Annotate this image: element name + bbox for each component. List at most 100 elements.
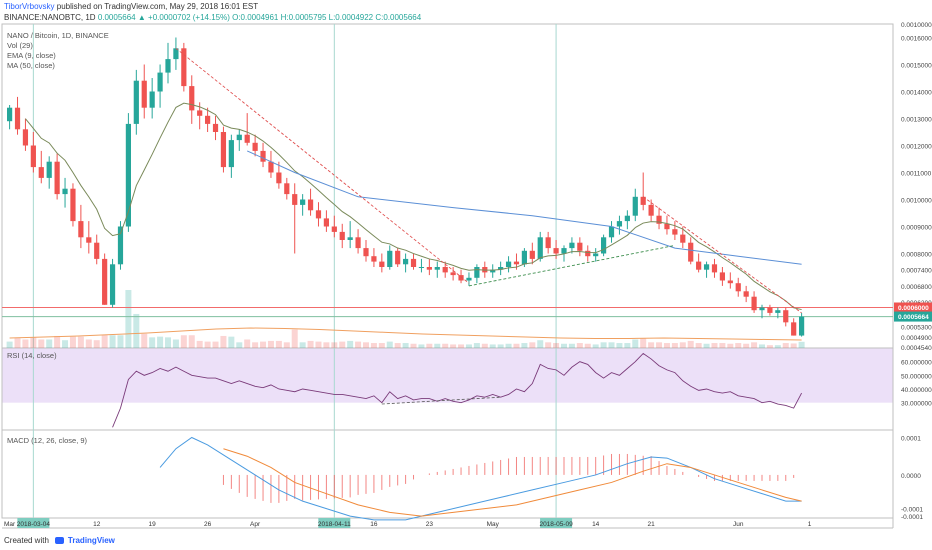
candle-body bbox=[799, 316, 805, 336]
pane-border-0 bbox=[1, 23, 894, 349]
ema-legend[interactable]: EMA (9, close) bbox=[7, 51, 56, 60]
author-link[interactable]: TiborVrbovsky bbox=[4, 2, 55, 11]
candle-body bbox=[553, 248, 559, 254]
volume-bar bbox=[283, 342, 290, 348]
rsi-legend[interactable]: RSI (14, close) bbox=[7, 351, 57, 360]
price-tick-label: 0.0013000 bbox=[901, 117, 932, 124]
candle-body bbox=[648, 204, 654, 216]
candle-body bbox=[442, 267, 448, 273]
candle-body bbox=[593, 253, 599, 257]
candle-body bbox=[228, 140, 234, 168]
candle-body bbox=[387, 250, 393, 267]
volume-bar bbox=[489, 344, 496, 348]
candle-body bbox=[30, 145, 36, 168]
trendline bbox=[642, 196, 802, 314]
candle-body bbox=[284, 183, 290, 195]
macd-line bbox=[159, 436, 802, 521]
candle-body bbox=[133, 80, 139, 124]
candle-body bbox=[585, 250, 591, 257]
candle-body bbox=[220, 132, 227, 168]
footer-created: Created with bbox=[4, 536, 49, 545]
volume-bar bbox=[450, 344, 457, 348]
pane-border-2 bbox=[1, 429, 894, 519]
volume-bar bbox=[727, 343, 734, 348]
volume-bar bbox=[600, 342, 607, 348]
trendline bbox=[175, 47, 470, 284]
volume-bar bbox=[355, 341, 362, 348]
volume-bar bbox=[62, 340, 69, 348]
volume-bar bbox=[790, 343, 797, 348]
candle-body bbox=[632, 196, 638, 216]
time-tick-label: Apr bbox=[250, 521, 261, 528]
candle-body bbox=[688, 242, 694, 262]
candle-body bbox=[569, 242, 575, 249]
price-tick-label: 0.0007400 bbox=[901, 268, 932, 275]
price-tick-label: 0.0005300 bbox=[901, 324, 932, 331]
candle-body bbox=[371, 256, 377, 262]
volume-bar bbox=[751, 342, 758, 348]
macd-legend[interactable]: MACD (12, 26, close, 9) bbox=[7, 436, 88, 445]
candle-body bbox=[545, 237, 551, 249]
candle-body bbox=[743, 291, 749, 297]
volume-bar bbox=[180, 335, 187, 348]
candle-body bbox=[244, 134, 250, 143]
candle-series bbox=[7, 37, 805, 337]
volume-bar bbox=[497, 344, 504, 348]
candle-body bbox=[719, 272, 725, 281]
volume-bar bbox=[529, 342, 536, 348]
volume-bar bbox=[553, 343, 560, 348]
volume-bar bbox=[568, 343, 575, 348]
volume-bar bbox=[798, 341, 805, 348]
volume-bar bbox=[109, 335, 116, 348]
volume-bar bbox=[252, 342, 259, 348]
volume-bar bbox=[735, 343, 742, 348]
volume-bar bbox=[679, 342, 686, 348]
candle-body bbox=[680, 234, 686, 243]
price-label-bg bbox=[894, 302, 932, 313]
volume-ma-line bbox=[9, 327, 802, 341]
candle-body bbox=[307, 199, 314, 211]
volume-bar bbox=[125, 290, 132, 348]
volume-bar bbox=[473, 343, 480, 348]
volume-bar bbox=[101, 334, 108, 348]
volume-bar bbox=[426, 343, 433, 348]
candle-body bbox=[513, 261, 520, 265]
candle-body bbox=[466, 277, 472, 281]
time-tick-label: May bbox=[487, 521, 500, 528]
volume-bar bbox=[188, 335, 195, 348]
time-tick-label: 21 bbox=[648, 521, 656, 528]
candle-body bbox=[205, 115, 211, 124]
candle-body bbox=[260, 150, 266, 162]
rsi-band bbox=[2, 348, 893, 403]
vol-legend[interactable]: Vol (29) bbox=[7, 41, 33, 50]
price-tick-label: 0.0004540 bbox=[901, 345, 932, 352]
time-tick-label: 2018-04-11 bbox=[318, 521, 351, 528]
candle-body bbox=[125, 123, 131, 227]
time-tick-label: 14 bbox=[592, 521, 600, 528]
candle-body bbox=[751, 296, 757, 311]
footer-brand[interactable]: TradingView bbox=[67, 536, 115, 545]
macd-tick-label: 0.0001 bbox=[901, 435, 921, 442]
volume-bar bbox=[774, 345, 781, 348]
candle-body bbox=[78, 221, 84, 238]
volume-bar bbox=[402, 343, 409, 348]
volume-bar bbox=[339, 341, 346, 348]
volume-bar bbox=[236, 342, 243, 348]
volume-bar bbox=[85, 339, 92, 348]
candle-body bbox=[379, 261, 385, 267]
volume-bar bbox=[331, 342, 338, 348]
ohlc-values: O:0.0004961 H:0.0005795 L:0.0004922 C:0.… bbox=[232, 13, 422, 22]
macd-histogram bbox=[222, 453, 795, 503]
price-tick-label: 0.0010000 bbox=[901, 22, 932, 29]
volume-bar bbox=[465, 344, 472, 348]
volume-bar bbox=[719, 343, 726, 348]
ma-legend[interactable]: MA (50, close) bbox=[7, 61, 55, 70]
candle-body bbox=[189, 86, 195, 111]
price-tick-label: 0.0004900 bbox=[901, 335, 932, 342]
volume-bar bbox=[157, 336, 164, 348]
candle-body bbox=[22, 129, 29, 146]
volume-bar bbox=[442, 343, 449, 348]
candle-body bbox=[395, 250, 401, 265]
price-tick-label: 0.0006800 bbox=[901, 284, 932, 291]
